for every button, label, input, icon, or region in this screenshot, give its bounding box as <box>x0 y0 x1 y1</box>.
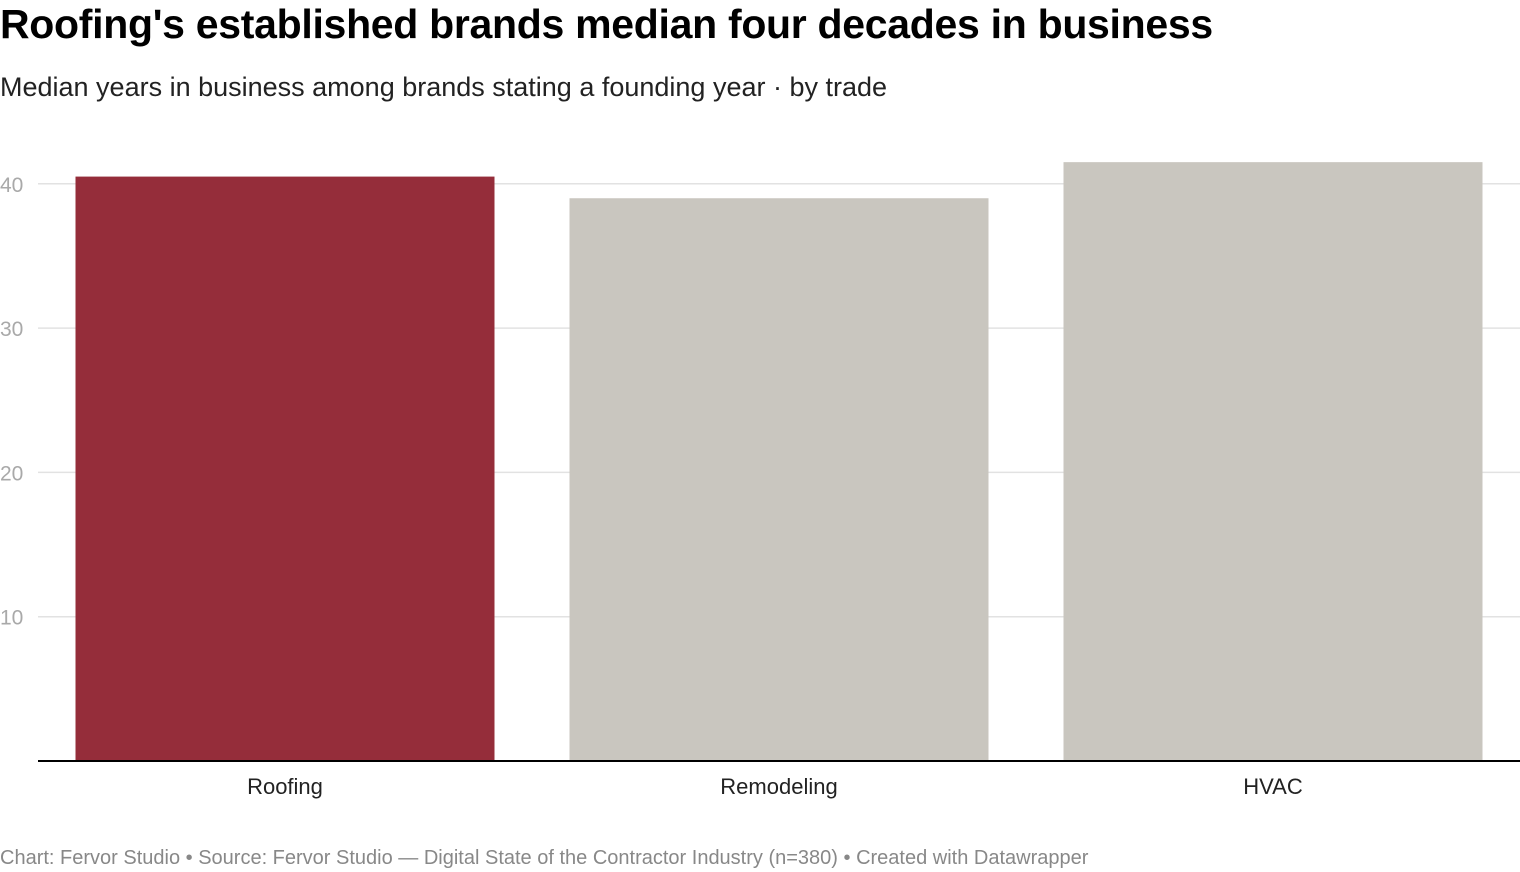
y-tick-label: 40 <box>0 174 23 197</box>
chart-footer: Chart: Fervor Studio • Source: Fervor St… <box>0 845 1088 871</box>
bar-hvac <box>1063 162 1483 761</box>
y-tick-label: 20 <box>0 462 23 485</box>
created-with-note: Created with Datawrapper <box>856 847 1089 869</box>
footer-separator: • <box>180 847 199 869</box>
chart-title: Roofing's established brands median four… <box>0 1 1213 47</box>
source-note: Source: Fervor Studio — Digital State of… <box>198 847 838 869</box>
bar-roofing <box>75 176 495 761</box>
x-tick-label: Remodeling <box>720 774 837 799</box>
y-tick-label: 10 <box>0 607 23 630</box>
footer-separator: • <box>837 847 857 869</box>
x-tick-label: HVAC <box>1243 774 1303 799</box>
bar-remodeling <box>569 198 989 762</box>
chart-credit: Chart: Fervor Studio <box>0 847 181 869</box>
chart-subtitle: Median years in business among brands st… <box>0 72 888 102</box>
x-tick-label: Roofing <box>247 774 323 799</box>
x-axis-labels: Roofing Remodeling HVAC <box>247 774 1303 799</box>
y-tick-label: 30 <box>0 318 23 341</box>
bars <box>75 162 1483 762</box>
bar-chart: 10 20 30 40 Roofing Remodeling HVAC <box>0 162 1520 799</box>
y-axis-ticks: 10 20 30 40 <box>0 174 23 630</box>
